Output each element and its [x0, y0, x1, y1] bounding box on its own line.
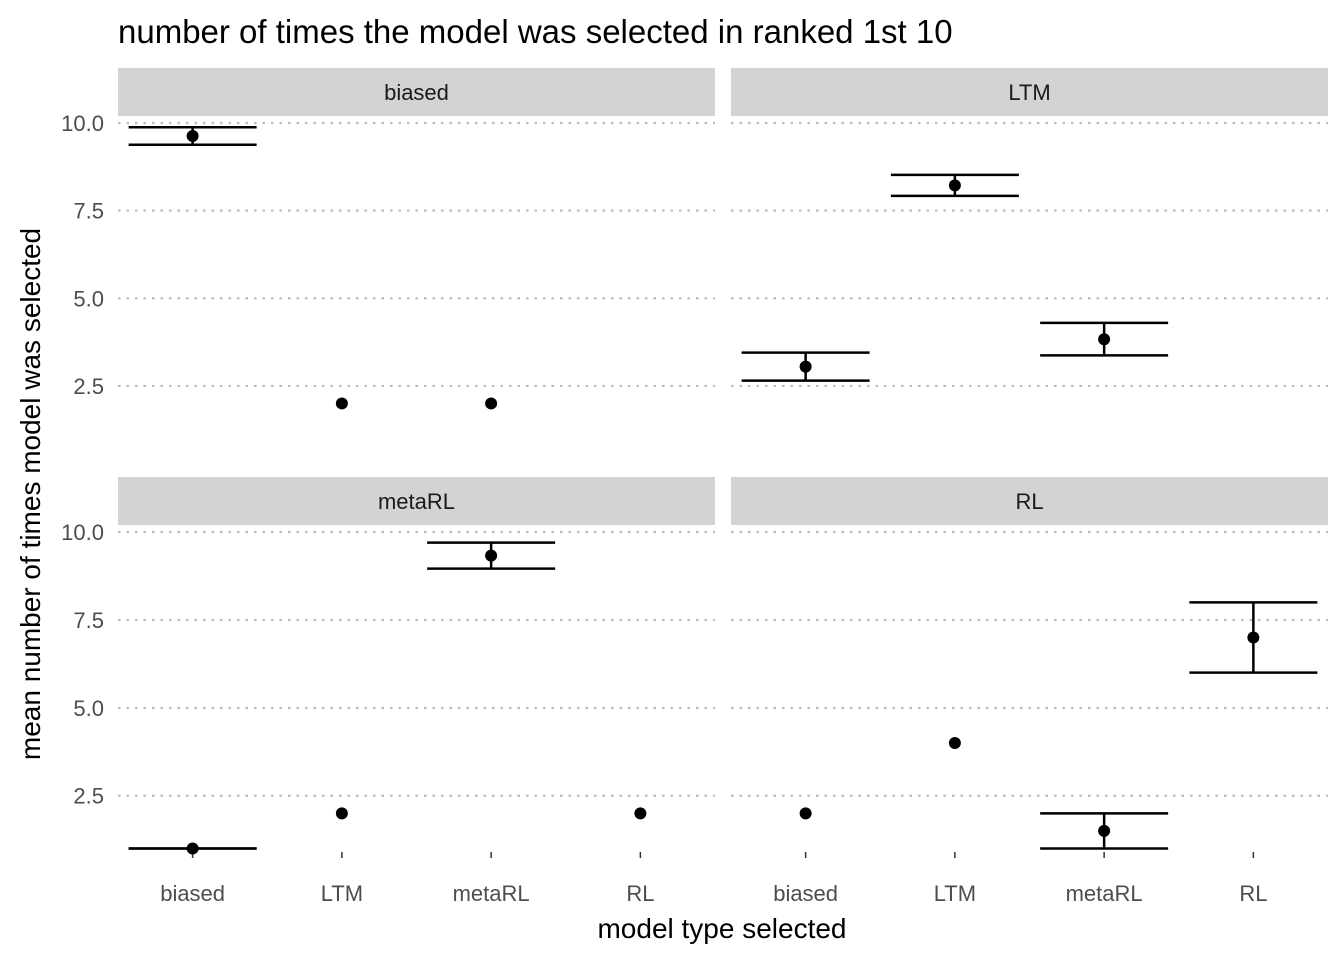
point-metarl-biased	[186, 842, 199, 855]
x-tick-label-rl-0: biased	[773, 881, 838, 906]
point-biased-metarl	[485, 397, 498, 410]
y-tick-label-biased-3: 10.0	[61, 111, 104, 136]
facet-strip-rl	[731, 477, 1328, 525]
x-axis-title: model type selected	[597, 913, 846, 944]
point-ltm-biased	[799, 360, 812, 373]
facet-strip-biased	[118, 68, 715, 116]
point-ltm-ltm	[948, 179, 961, 192]
point-metarl-metarl	[485, 549, 498, 562]
point-ltm-metarl	[1098, 333, 1111, 346]
facet-label-metarl: metaRL	[378, 489, 455, 514]
facet-label-ltm: LTM	[1008, 80, 1050, 105]
facet-rl: RL biased LTM metaRL RL	[731, 477, 1328, 906]
facet-strip-metarl	[118, 477, 715, 525]
facet-strip-ltm	[731, 68, 1328, 116]
x-tick-label-metarl-0: biased	[160, 881, 225, 906]
y-tick-label-biased-1: 5.0	[73, 286, 104, 311]
y-tick-label-biased-2: 7.5	[73, 199, 104, 224]
point-rl-rl	[1247, 631, 1260, 644]
point-rl-ltm	[948, 737, 961, 749]
point-metarl-rl	[634, 807, 647, 820]
facet-label-biased: biased	[384, 80, 449, 105]
x-tick-label-metarl-2: metaRL	[453, 881, 530, 906]
y-tick-label-metarl-1: 5.0	[73, 696, 104, 721]
point-biased-biased	[186, 129, 199, 142]
x-tick-label-rl-3: RL	[1239, 881, 1267, 906]
point-rl-metarl	[1098, 824, 1111, 837]
point-biased-ltm	[335, 397, 348, 410]
point-rl-biased	[799, 807, 812, 820]
facet-biased: biased 2.5 5.0 7.5 10.0	[61, 68, 715, 410]
facet-panels: biased 2.5 5.0 7.5 10.0 LTM metaRL 2.5 5.0 7.5 10.…	[61, 68, 1328, 906]
x-tick-label-rl-2: metaRL	[1066, 881, 1143, 906]
x-tick-label-metarl-1: LTM	[321, 881, 363, 906]
x-tick-label-rl-1: LTM	[934, 881, 976, 906]
y-tick-label-biased-0: 2.5	[73, 374, 104, 399]
y-tick-label-metarl-2: 7.5	[73, 608, 104, 633]
y-axis-title: mean number of times model was selected	[15, 228, 46, 760]
y-tick-label-metarl-3: 10.0	[61, 520, 104, 545]
facet-ltm: LTM	[731, 68, 1328, 388]
chart-title: number of times the model was selected i…	[118, 13, 953, 50]
y-tick-label-metarl-0: 2.5	[73, 784, 104, 809]
facet-metarl: metaRL 2.5 5.0 7.5 10.0 biased LTM metaRL RL	[61, 477, 715, 906]
point-metarl-ltm	[335, 807, 348, 820]
x-tick-label-metarl-3: RL	[626, 881, 654, 906]
facet-label-rl: RL	[1015, 489, 1043, 514]
